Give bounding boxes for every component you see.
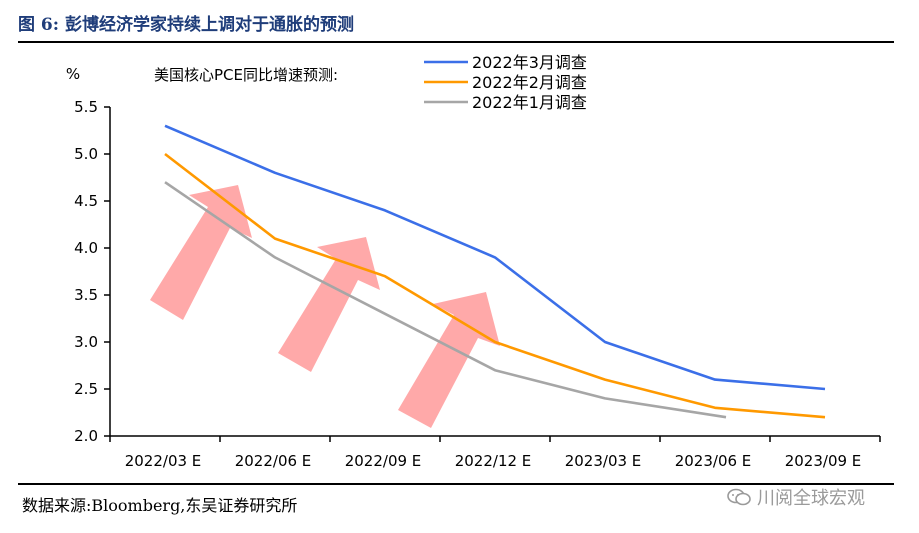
arrow-annotations (150, 185, 500, 428)
bottom-rule (18, 483, 894, 485)
chart: 2.02.53.03.54.04.55.05.5 2022/03 E 2022/0… (66, 53, 881, 470)
x-tick-label: 2023/03 E (565, 452, 642, 470)
watermark-text: 川阅全球宏观 (757, 488, 865, 509)
legend-label: 2022年2月调查 (472, 73, 587, 92)
y-tick-label: 3.5 (74, 286, 98, 304)
x-tick-label: 2022/03 E (125, 452, 202, 470)
y-tick-label: 5.5 (74, 98, 98, 116)
watermark: 川阅全球宏观 (727, 484, 865, 510)
series-line (164, 124, 826, 391)
source-note: 数据来源:Bloomberg,东吴证券研究所 (22, 496, 298, 515)
y-tick-labels: 2.0 2.5 3.0 3.5 4.0 4.5 5.0 5.5 (74, 98, 98, 445)
legend-label: 2022年3月调查 (472, 53, 587, 72)
figure-title: 图 6: 彭博经济学家持续上调对于通胀的预测 (18, 15, 354, 35)
series-line (164, 152, 826, 419)
y-tick-label: 5.0 (74, 145, 98, 163)
top-rule (18, 41, 894, 43)
chart-axes (104, 106, 881, 442)
y-tick-label: 4.5 (74, 192, 98, 210)
x-tick-label: 2022/12 E (455, 452, 532, 470)
x-tick-labels: 2022/03 E 2022/06 E 2022/09 E 2022/12 E 2023… (125, 452, 862, 470)
wechat-icon (727, 488, 751, 506)
series-line (164, 181, 727, 419)
x-tick-label: 2022/09 E (345, 452, 422, 470)
y-tick-label: 4.0 (74, 239, 98, 257)
chart-series (164, 124, 826, 419)
up-arrow-annotation (278, 237, 380, 372)
up-arrow-annotation (398, 292, 500, 428)
y-tick-label: 2.5 (74, 380, 98, 398)
chart-subtitle: 美国核心PCE同比增速预测: (154, 66, 338, 84)
y-tick-label: 2.0 (74, 427, 98, 445)
legend-label: 2022年1月调查 (472, 93, 587, 112)
y-axis-label: % (66, 65, 80, 83)
up-arrow-annotation (150, 185, 252, 320)
y-tick-label: 3.0 (74, 333, 98, 351)
x-tick-label: 2023/09 E (785, 452, 862, 470)
x-tick-label: 2023/06 E (675, 452, 752, 470)
x-tick-label: 2022/06 E (235, 452, 312, 470)
